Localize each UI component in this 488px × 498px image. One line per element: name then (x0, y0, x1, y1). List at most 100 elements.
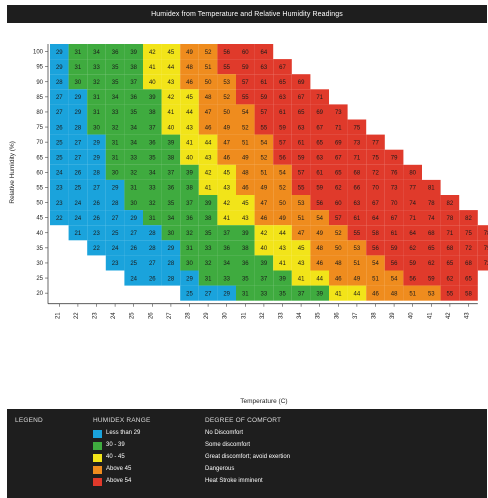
cell-value-label: 34 (223, 261, 230, 267)
heatmap-cell (217, 134, 236, 150)
heatmap-cell (161, 195, 181, 211)
cell-value-label: 53 (298, 201, 305, 207)
heatmap-cell (105, 225, 125, 241)
y-tick-label: 35 (36, 246, 43, 252)
cell-value-label: 51 (372, 276, 379, 282)
heatmap-cell (291, 74, 311, 90)
heatmap-cell (384, 285, 404, 301)
heatmap-cell (440, 195, 460, 211)
heatmap-cell (254, 104, 274, 120)
cell-value-label: 78 (484, 231, 488, 237)
y-axis-label: Relative Humidity (%) (9, 141, 16, 204)
cell-value-label: 79 (391, 155, 398, 161)
heatmap-cell (124, 195, 143, 211)
heatmap-cell (291, 210, 311, 226)
heatmap-cell (459, 225, 478, 241)
cell-value-label: 48 (205, 95, 212, 101)
y-tick-label: 45 (36, 216, 43, 222)
cell-value-label: 61 (298, 140, 305, 146)
cell-value-label: 43 (168, 80, 175, 86)
heatmap-cell (403, 195, 422, 211)
cell-value-label: 34 (112, 95, 119, 101)
cell-value-label: 56 (391, 261, 398, 267)
x-tick-label: 40 (409, 312, 415, 319)
heatmap-cell (68, 134, 88, 150)
heatmap-cell (329, 179, 348, 195)
cell-value-label: 37 (186, 201, 193, 207)
cell-value-label: 45 (223, 171, 230, 177)
y-tick-label: 90 (36, 80, 43, 86)
cell-value-label: 35 (205, 231, 212, 237)
x-tick-label: 26 (148, 312, 154, 319)
heatmap-cell (68, 119, 88, 135)
cell-value-label: 64 (372, 216, 379, 222)
heatmap-cell (236, 210, 255, 226)
heatmap-cell (87, 149, 106, 165)
cell-value-label: 74 (428, 216, 435, 222)
cell-value-label: 77 (372, 140, 379, 146)
cell-value-label: 43 (242, 216, 249, 222)
cell-value-label: 44 (186, 110, 193, 116)
heatmap-cell (384, 270, 404, 286)
cell-value-label: 54 (279, 171, 286, 177)
cell-value-label: 58 (465, 291, 472, 297)
heatmap-cell (198, 255, 218, 271)
heatmap-cell (347, 255, 367, 271)
cell-value-label: 69 (335, 140, 342, 146)
heatmap-cell (347, 179, 367, 195)
legend-range: Less than 29 (106, 430, 141, 436)
cell-value-label: 62 (447, 276, 454, 282)
heatmap-cell (366, 225, 385, 241)
cell-value-label: 47 (298, 231, 305, 237)
heatmap-cell (440, 225, 460, 241)
heatmap-cell (403, 255, 422, 271)
cell-value-label: 43 (205, 155, 212, 161)
heatmap-cell (291, 179, 311, 195)
y-tick-label: 95 (36, 65, 43, 71)
cell-value-label: 51 (205, 65, 212, 71)
cell-value-label: 57 (242, 80, 249, 86)
cell-value-label: 27 (130, 231, 137, 237)
cell-value-label: 59 (409, 261, 416, 267)
heatmap-cell (68, 104, 88, 120)
cell-value-label: 33 (223, 276, 230, 282)
legend-comfort-heading: DEGREE OF COMFORT (205, 417, 282, 424)
heatmap-cell (105, 255, 125, 271)
cell-value-label: 46 (242, 186, 249, 192)
heatmap-cell (310, 195, 329, 211)
heatmap-cell (291, 255, 311, 271)
heatmap-cell (217, 225, 236, 241)
heatmap-cell (384, 179, 404, 195)
x-tick-label: 32 (260, 312, 266, 319)
cell-value-label: 65 (316, 140, 323, 146)
heatmap-cell (459, 270, 478, 286)
heatmap-cell (217, 270, 236, 286)
cell-value-label: 23 (93, 231, 100, 237)
cell-value-label: 35 (112, 80, 119, 86)
cell-value-label: 50 (205, 80, 212, 86)
cell-value-label: 61 (316, 171, 323, 177)
cell-value-label: 34 (93, 50, 100, 56)
heatmap-cell (198, 119, 218, 135)
heatmap-cell (105, 195, 125, 211)
heatmap-cell (105, 59, 125, 75)
heatmap-cell (105, 149, 125, 165)
chart-title: Humidex from Temperature and Relative Hu… (7, 5, 487, 23)
cell-value-label: 81 (428, 186, 435, 192)
heatmap-cell (87, 59, 106, 75)
cell-value-label: 60 (335, 201, 342, 207)
heatmap-cell (68, 179, 88, 195)
cell-value-label: 31 (205, 276, 212, 282)
cell-value-label: 80 (409, 171, 416, 177)
cell-value-label: 71 (335, 125, 342, 131)
cell-value-label: 43 (298, 261, 305, 267)
cell-value-label: 34 (130, 140, 137, 146)
cell-value-label: 51 (261, 171, 268, 177)
heatmap-cell (50, 149, 69, 165)
heatmap-cell (180, 59, 199, 75)
cell-value-label: 65 (335, 171, 342, 177)
heatmap-cell (236, 255, 255, 271)
cell-value-label: 48 (186, 65, 193, 71)
heatmap-cell (143, 179, 162, 195)
cell-value-label: 35 (168, 201, 175, 207)
